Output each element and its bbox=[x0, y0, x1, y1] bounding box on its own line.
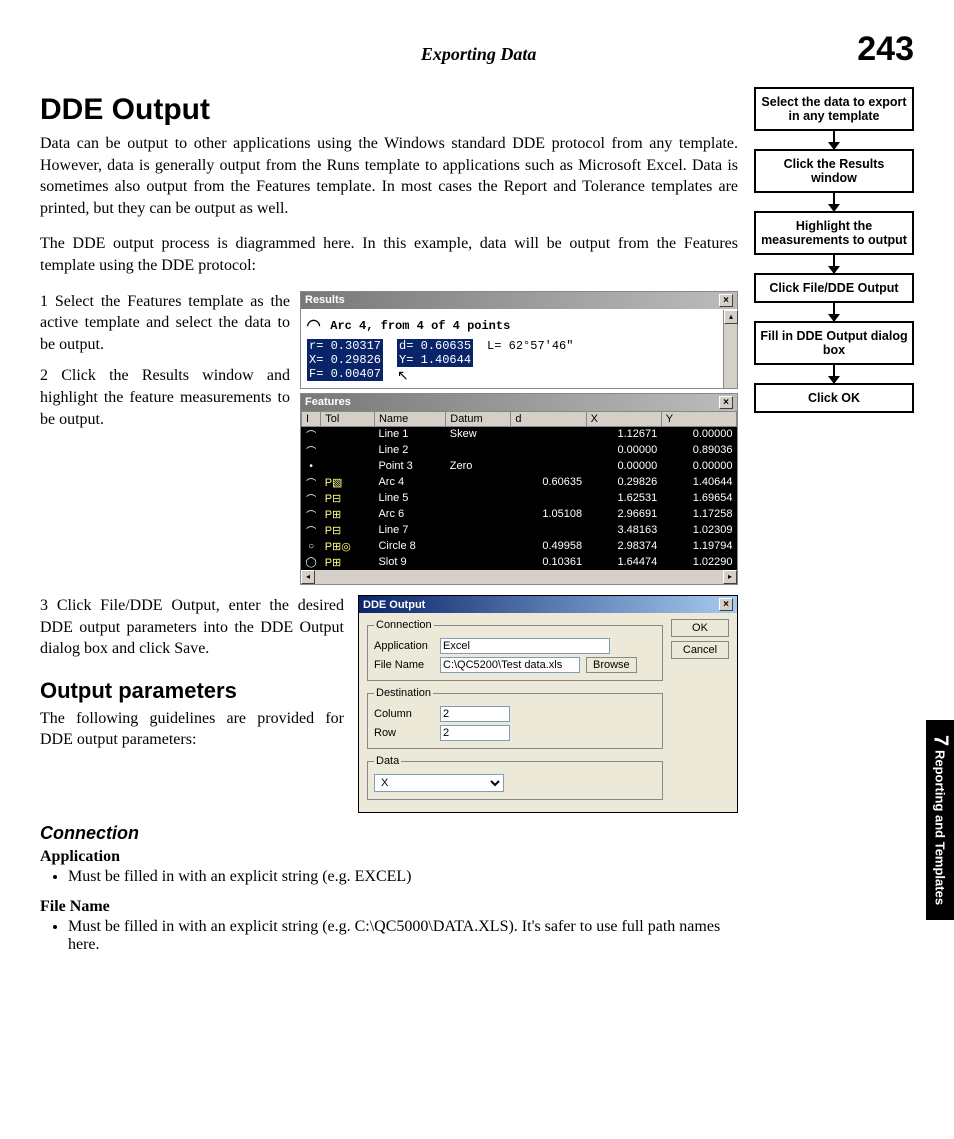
row-input[interactable] bbox=[440, 725, 510, 741]
application-subheading: Application bbox=[40, 848, 120, 865]
col-name[interactable]: Name bbox=[374, 411, 445, 426]
step-1: 1 Select the Features template as the ac… bbox=[40, 291, 290, 356]
arc-icon: ◠ bbox=[307, 313, 320, 339]
features-title: Features bbox=[305, 396, 351, 408]
connection-heading: Connection bbox=[40, 823, 738, 844]
features-table: I Tol Name Datum d X Y ⌒Line 1Skew1.1267… bbox=[301, 411, 737, 571]
flow-step-4: Click File/DDE Output bbox=[754, 273, 914, 303]
close-icon[interactable]: × bbox=[719, 598, 733, 611]
dialog-title: DDE Output bbox=[363, 599, 425, 611]
scroll-up-icon[interactable]: ▴ bbox=[724, 310, 738, 324]
data-select[interactable]: X bbox=[374, 774, 504, 792]
flow-step-1: Select the data to export in any templat… bbox=[754, 87, 914, 131]
data-legend: Data bbox=[374, 755, 401, 767]
ok-button[interactable]: OK bbox=[671, 619, 729, 637]
application-input[interactable] bbox=[440, 638, 610, 654]
scroll-right-icon[interactable]: ▸ bbox=[723, 570, 737, 584]
table-row[interactable]: ⌒Line 1Skew1.126710.00000 bbox=[302, 426, 737, 442]
val-y[interactable]: Y= 1.40644 bbox=[397, 353, 473, 367]
close-icon[interactable]: × bbox=[719, 396, 733, 409]
val-l: L= 62°57'46" bbox=[487, 339, 573, 353]
results-title: Results bbox=[305, 294, 345, 306]
table-row[interactable]: ⌒P⊟Line 51.625311.69654 bbox=[302, 490, 737, 506]
col-datum[interactable]: Datum bbox=[446, 411, 511, 426]
side-tab-number: 7 bbox=[929, 735, 952, 746]
arrow-down-icon bbox=[833, 193, 835, 211]
filename-subheading: File Name bbox=[40, 898, 110, 915]
side-tab-label: Reporting and Templates bbox=[933, 750, 948, 905]
filename-bullet: Must be filled in with an explicit strin… bbox=[68, 918, 738, 954]
page-number: 243 bbox=[857, 30, 914, 69]
flowchart: Select the data to export in any templat… bbox=[754, 87, 914, 966]
step-2: 2 Click the Results window and highlight… bbox=[40, 365, 290, 430]
col-i[interactable]: I bbox=[302, 411, 321, 426]
table-row[interactable]: •Point 3Zero0.000000.00000 bbox=[302, 458, 737, 474]
application-bullet: Must be filled in with an explicit strin… bbox=[68, 868, 738, 886]
arrow-down-icon bbox=[833, 131, 835, 149]
col-x[interactable]: X bbox=[586, 411, 661, 426]
flow-step-2: Click the Results window bbox=[754, 149, 914, 193]
intro-para-1: Data can be output to other applications… bbox=[40, 133, 738, 219]
flow-step-6: Click OK bbox=[754, 383, 914, 413]
scroll-left-icon[interactable]: ◂ bbox=[301, 570, 315, 584]
results-window: Results × ▴ ◠ Arc 4, from 4 of 4 points … bbox=[300, 291, 738, 389]
column-label: Column bbox=[374, 708, 434, 720]
flow-step-3: Highlight the measurements to output bbox=[754, 211, 914, 255]
col-y[interactable]: Y bbox=[661, 411, 736, 426]
connection-legend: Connection bbox=[374, 619, 434, 631]
arrow-down-icon bbox=[833, 303, 835, 321]
table-row[interactable]: ○P⊞◎Circle 80.499582.983741.19794 bbox=[302, 538, 737, 554]
flow-step-5: Fill in DDE Output dialog box bbox=[754, 321, 914, 365]
arrow-down-icon bbox=[833, 255, 835, 273]
column-input[interactable] bbox=[440, 706, 510, 722]
browse-button[interactable]: Browse bbox=[586, 657, 637, 673]
row-label: Row bbox=[374, 727, 434, 739]
destination-group: Destination Column Row bbox=[367, 687, 663, 749]
val-d[interactable]: d= 0.60635 bbox=[397, 339, 473, 353]
table-row[interactable]: ⌒P⊞Arc 61.051082.966911.17258 bbox=[302, 506, 737, 522]
val-f[interactable]: F= 0.00407 bbox=[307, 367, 383, 381]
application-label: Application bbox=[374, 640, 434, 652]
close-icon[interactable]: × bbox=[719, 294, 733, 307]
destination-legend: Destination bbox=[374, 687, 433, 699]
intro-para-2: The DDE output process is diagrammed her… bbox=[40, 233, 738, 276]
table-row[interactable]: ⌒Line 20.000000.89036 bbox=[302, 442, 737, 458]
table-row[interactable]: ⌒P⊟Line 73.481631.02309 bbox=[302, 522, 737, 538]
cancel-button[interactable]: Cancel bbox=[671, 641, 729, 659]
val-r[interactable]: r= 0.30317 bbox=[307, 339, 383, 353]
side-tab: 7 Reporting and Templates bbox=[926, 720, 954, 920]
results-line: Arc 4, from 4 of 4 points bbox=[330, 319, 510, 333]
output-params-heading: Output parameters bbox=[40, 678, 344, 704]
output-params-text: The following guidelines are provided fo… bbox=[40, 708, 344, 751]
step-3: 3 Click File/DDE Output, enter the desir… bbox=[40, 595, 344, 660]
filename-input[interactable] bbox=[440, 657, 580, 673]
col-d[interactable]: d bbox=[511, 411, 586, 426]
table-row[interactable]: ◯P⊞Slot 90.103611.644741.02290 bbox=[302, 554, 737, 570]
table-row[interactable]: ⌒P▧Arc 40.606350.298261.40644 bbox=[302, 474, 737, 490]
filename-label: File Name bbox=[374, 659, 434, 671]
chapter-title: Exporting Data bbox=[100, 44, 857, 65]
dde-output-dialog: DDE Output × Connection Application File bbox=[358, 595, 738, 813]
col-tol[interactable]: Tol bbox=[321, 411, 375, 426]
features-window: Features × I Tol Name Datum d X Y bbox=[300, 393, 738, 586]
arrow-down-icon bbox=[833, 365, 835, 383]
val-x[interactable]: X= 0.29826 bbox=[307, 353, 383, 367]
data-group: Data X bbox=[367, 755, 663, 800]
page-title: DDE Output bbox=[40, 93, 738, 127]
connection-group: Connection Application File Name Browse bbox=[367, 619, 663, 681]
